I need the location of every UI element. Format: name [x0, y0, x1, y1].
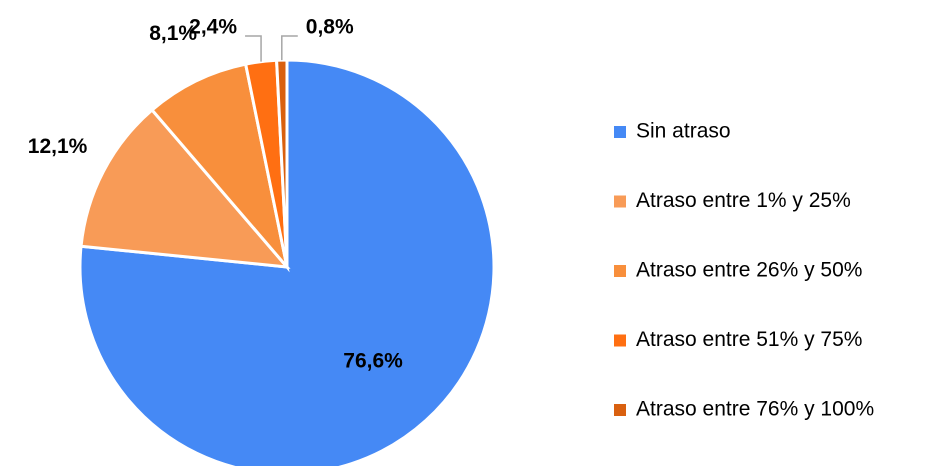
leader-line	[281, 35, 298, 61]
legend-label: Atraso entre 26% y 50%	[636, 259, 862, 282]
data-label: 8,1%	[149, 22, 197, 45]
legend-swatch	[614, 404, 626, 416]
legend-swatch	[614, 126, 626, 138]
data-label: 76,6%	[343, 350, 403, 373]
leader-line	[245, 35, 262, 62]
legend-label: Atraso entre 76% y 100%	[636, 398, 874, 421]
pie-slice	[78, 58, 496, 466]
legend-label: Atraso entre 51% y 75%	[636, 328, 862, 351]
pie-slice	[149, 62, 290, 273]
legend-swatch	[614, 265, 626, 277]
legend-swatch	[614, 195, 626, 208]
legend-label: Sin atraso	[636, 120, 731, 143]
data-label: 0,8%	[306, 16, 354, 39]
data-label: 12,1%	[28, 135, 88, 158]
pie-slice	[79, 107, 291, 269]
legend-swatch	[614, 334, 626, 347]
pie-slice	[275, 58, 289, 268]
data-label: 2,4%	[189, 16, 237, 39]
legend-label: Atraso entre 1% y 25%	[636, 189, 851, 212]
